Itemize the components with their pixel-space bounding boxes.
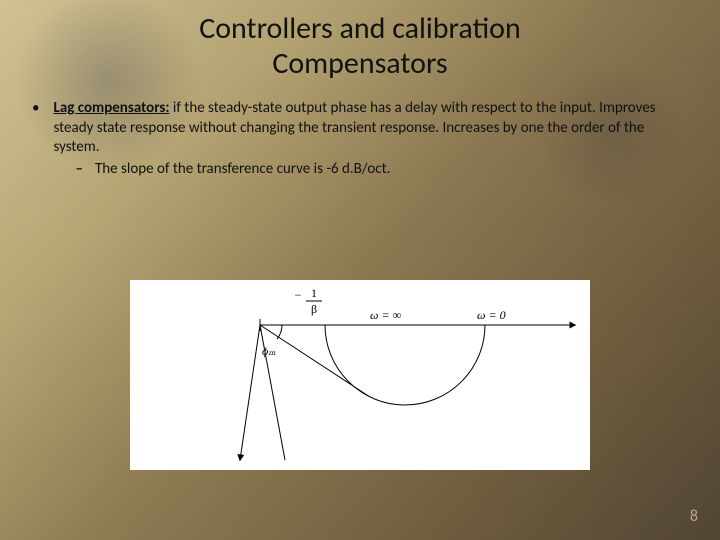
title-line-2: Compensators	[272, 45, 447, 82]
svg-text:−: −	[295, 288, 302, 302]
svg-text:β: β	[311, 302, 317, 316]
bullet-body: Lag compensators: if the steady-state ou…	[53, 99, 690, 179]
bullet-item: • Lag compensators: if the steady-state …	[30, 99, 690, 179]
content-area: • Lag compensators: if the steady-state …	[30, 99, 690, 179]
slide: Controllers and calibration Compensators…	[0, 0, 720, 540]
bullet-marker: •	[30, 99, 39, 179]
svg-text:1: 1	[311, 286, 317, 300]
title-line-1: Controllers and calibration	[199, 10, 521, 47]
svg-text:ω = 0: ω = 0	[477, 308, 506, 322]
slide-title: Controllers and calibration Compensators	[30, 12, 690, 81]
sub-bullet-text: The slope of the transference curve is -…	[95, 160, 390, 180]
page-number: 8	[690, 507, 698, 526]
bullet-lead: Lag compensators:	[53, 99, 169, 117]
sub-bullet-item: – The slope of the transference curve is…	[53, 160, 690, 180]
sub-bullet-dash: –	[75, 160, 82, 180]
lag-compensator-diagram: − 1 β ω = ∞ ω = 0 ϕₘ	[130, 280, 590, 470]
svg-text:ϕₘ: ϕₘ	[262, 344, 276, 358]
svg-text:ω = ∞: ω = ∞	[370, 308, 402, 322]
